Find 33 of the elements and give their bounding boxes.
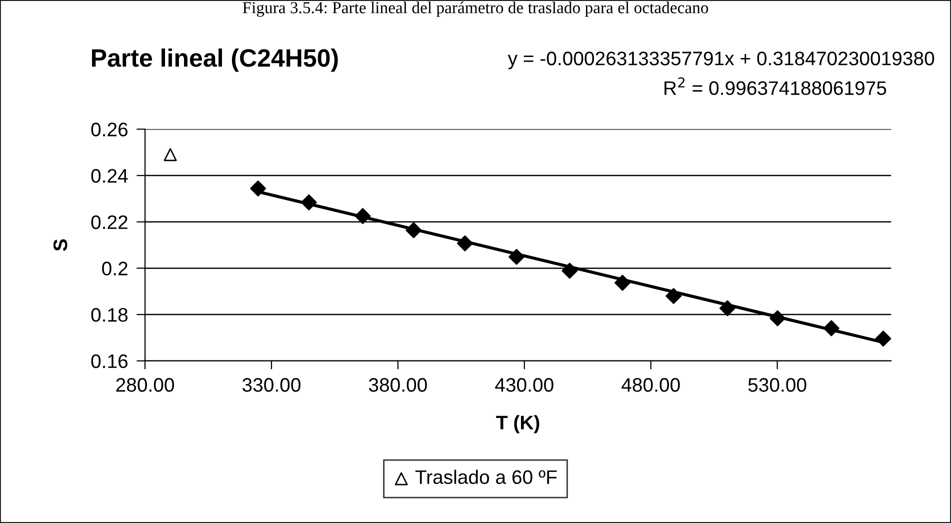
chart-title: Parte lineal (C24H50) bbox=[92, 48, 338, 72]
point bbox=[456, 235, 473, 252]
x-tick-label: 530.00 bbox=[748, 378, 806, 392]
x-tick-label: 330.00 bbox=[242, 378, 300, 392]
text: R$^{2}$ = 0.996374188061975 bbox=[664, 77, 886, 96]
x-tick-label: 280.00 bbox=[116, 378, 174, 392]
y-tick-label: 0.26 bbox=[91, 122, 128, 136]
text: y = -0.000263133357791x + 0.318470230019380 bbox=[508, 52, 934, 70]
y-tick-label: 0.18 bbox=[91, 308, 128, 322]
point bbox=[614, 274, 630, 291]
point bbox=[406, 222, 422, 238]
point bbox=[250, 180, 266, 196]
point bbox=[823, 320, 840, 336]
point bbox=[354, 208, 371, 224]
y-tick-label: 0.22 bbox=[91, 215, 128, 230]
point bbox=[666, 288, 682, 304]
point bbox=[508, 248, 525, 265]
y-tick-label: 0.16 bbox=[91, 354, 128, 368]
y-tick-label: 0.24 bbox=[91, 168, 128, 183]
y-tick-label: 0.2 bbox=[102, 262, 128, 276]
x-tick-label: 380.00 bbox=[368, 378, 427, 392]
y-axis-title: S bbox=[53, 239, 68, 251]
point bbox=[770, 310, 786, 326]
point bbox=[562, 262, 578, 279]
text: Figura 3.5.4: Parte lineal del parámetro de traslado para el octadecano bbox=[242, 2, 708, 17]
legend-label: Traslado a 60 ºF bbox=[415, 470, 557, 484]
x-tick-label: 430.00 bbox=[495, 378, 554, 392]
point bbox=[875, 330, 892, 347]
point bbox=[300, 194, 317, 210]
point bbox=[164, 148, 177, 162]
x-tick-label: 480.00 bbox=[622, 378, 680, 392]
point bbox=[719, 300, 736, 316]
x-axis-title: T (K) bbox=[496, 415, 540, 434]
